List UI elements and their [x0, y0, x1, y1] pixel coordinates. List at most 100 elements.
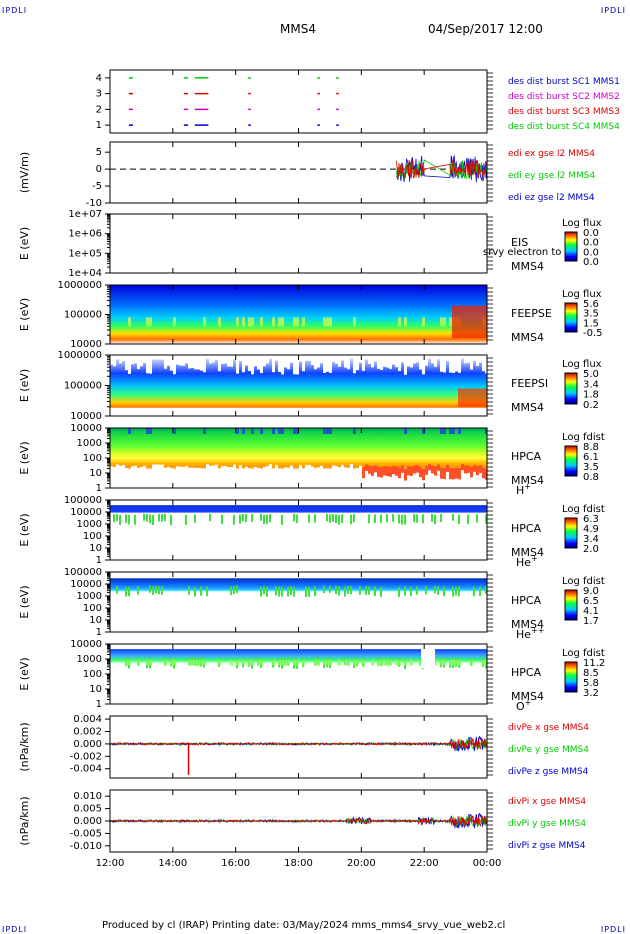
spectrogram-cell [380, 659, 383, 666]
x-tick-label: 12:00 [96, 858, 125, 869]
spectrogram-cell [374, 586, 376, 596]
spectrogram-cell [257, 355, 260, 370]
spectrogram-cell [110, 466, 113, 488]
spectrogram-cell [257, 467, 260, 488]
spectrogram-cell [116, 585, 118, 594]
y-tick-label: 1 [96, 627, 102, 638]
spectrogram-cell [329, 355, 332, 373]
spectrogram-cell [338, 586, 340, 596]
spectrogram-cell [314, 586, 316, 597]
y-tick-label: 100 [83, 531, 102, 542]
spectrogram-cell [431, 465, 434, 474]
spectrogram-cell [188, 659, 191, 666]
y-axis-label: E (eV) [18, 298, 31, 331]
spectrogram-cell [443, 428, 446, 434]
spectrogram [110, 572, 487, 632]
spectrogram-cell [194, 586, 196, 597]
spectrogram-cell [143, 513, 145, 521]
spectrogram-cell [236, 659, 239, 666]
spectrogram-cell [401, 514, 403, 525]
spectrogram-cell [224, 355, 227, 364]
legend-entry: divPi x gse MMS4 [508, 797, 586, 807]
y-axis-label: E (eV) [18, 227, 31, 260]
spectrogram-cell [119, 465, 122, 488]
spectrogram-cell [458, 355, 461, 373]
spectrogram-cell [302, 317, 305, 327]
spectrogram-cell [308, 586, 310, 597]
spectrogram-cell [464, 465, 467, 474]
spectrogram-cell [287, 355, 290, 370]
spectrogram-cell [251, 428, 254, 434]
spectrogram-cell [437, 586, 439, 595]
spectrogram-cell [341, 464, 344, 488]
spectrogram-cell [389, 467, 392, 488]
spectrogram-cell [404, 428, 407, 434]
panel-feepsi: 10000 100000 1000000 E (eV) Log flux5.03.41.… [18, 350, 602, 422]
colorbar-title: Log fdist [562, 432, 605, 443]
spectrogram-cell [434, 466, 437, 476]
spectrogram-cell [125, 514, 127, 523]
spectrogram-cell [143, 355, 146, 364]
spectrogram-cell [395, 467, 398, 488]
spectrogram-cell [146, 428, 149, 434]
spectrogram-cell [173, 469, 176, 488]
spectrogram-cell [314, 659, 317, 666]
spectrogram-cell [485, 468, 487, 480]
x-tick-label: 18:00 [284, 858, 313, 869]
spectrogram-cell [398, 467, 401, 479]
spectrogram-cell [149, 355, 152, 374]
spectrogram-cell [452, 355, 455, 373]
spectrogram-cell [458, 586, 460, 597]
colorbar-tick-label: 6.1 [583, 452, 599, 463]
spectrogram-cell [425, 586, 427, 595]
spectrogram-cell [125, 659, 128, 666]
spectrogram-cell [284, 355, 287, 368]
y-tick-label: 10 [89, 684, 102, 695]
spectrogram-cell [479, 305, 482, 339]
spectrogram-cell [473, 586, 475, 597]
overlay-label: srvy electron to [483, 247, 561, 258]
spectrogram-cell [305, 586, 307, 598]
colorbar-tick-label: 3.5 [583, 309, 599, 320]
spectrogram-cell [293, 355, 296, 375]
spectrogram-cell [275, 586, 277, 596]
y-tick-label: 0.004 [73, 714, 102, 725]
spectrogram-cell [482, 467, 485, 479]
spectrogram-cell [419, 659, 422, 666]
spectrogram-fill [110, 572, 487, 632]
spectrogram-cell [437, 464, 440, 471]
spectrogram-cell [209, 465, 212, 488]
spectrogram-cell [419, 355, 422, 370]
spectrogram-cell [413, 514, 415, 523]
spectrogram-cell [353, 428, 356, 434]
spectrogram-cell [326, 355, 329, 372]
spectrogram-cell [260, 513, 262, 521]
colorbar-tick-label: 3.4 [583, 534, 599, 545]
spectrogram-cell [368, 586, 370, 595]
spectrogram-cell [278, 355, 281, 372]
spectrogram-cell [347, 586, 349, 594]
spectrogram-cell [209, 513, 211, 522]
spectrogram-cell [362, 467, 365, 479]
y-axis-label: E (eV) [18, 657, 31, 690]
spectrogram-cell [359, 465, 362, 488]
spectrogram-cell [164, 467, 167, 488]
spectrogram-cell [434, 467, 437, 488]
y-tick-label: 1000 [77, 591, 102, 602]
spectrogram-cell [344, 586, 346, 597]
colorbar-tick-label: 0.8 [583, 472, 599, 483]
spectrogram-cell [245, 466, 248, 488]
spectrogram-cell [131, 355, 134, 365]
y-tick-label: 1e+07 [68, 209, 102, 220]
spectrogram-cell [428, 464, 431, 488]
spectrogram-cell [227, 355, 230, 367]
spectrogram-cell [398, 659, 401, 666]
y-tick-label: -0.002 [70, 751, 102, 762]
y-axis-label: E (eV) [18, 369, 31, 402]
spectrogram-cell [245, 355, 248, 366]
colorbar [564, 372, 578, 405]
spectrogram-cell [392, 466, 395, 488]
colorbar-tick-label: 8.5 [583, 668, 599, 679]
y-tick-label: 10000 [70, 411, 102, 422]
spectrogram-cell [425, 466, 428, 488]
